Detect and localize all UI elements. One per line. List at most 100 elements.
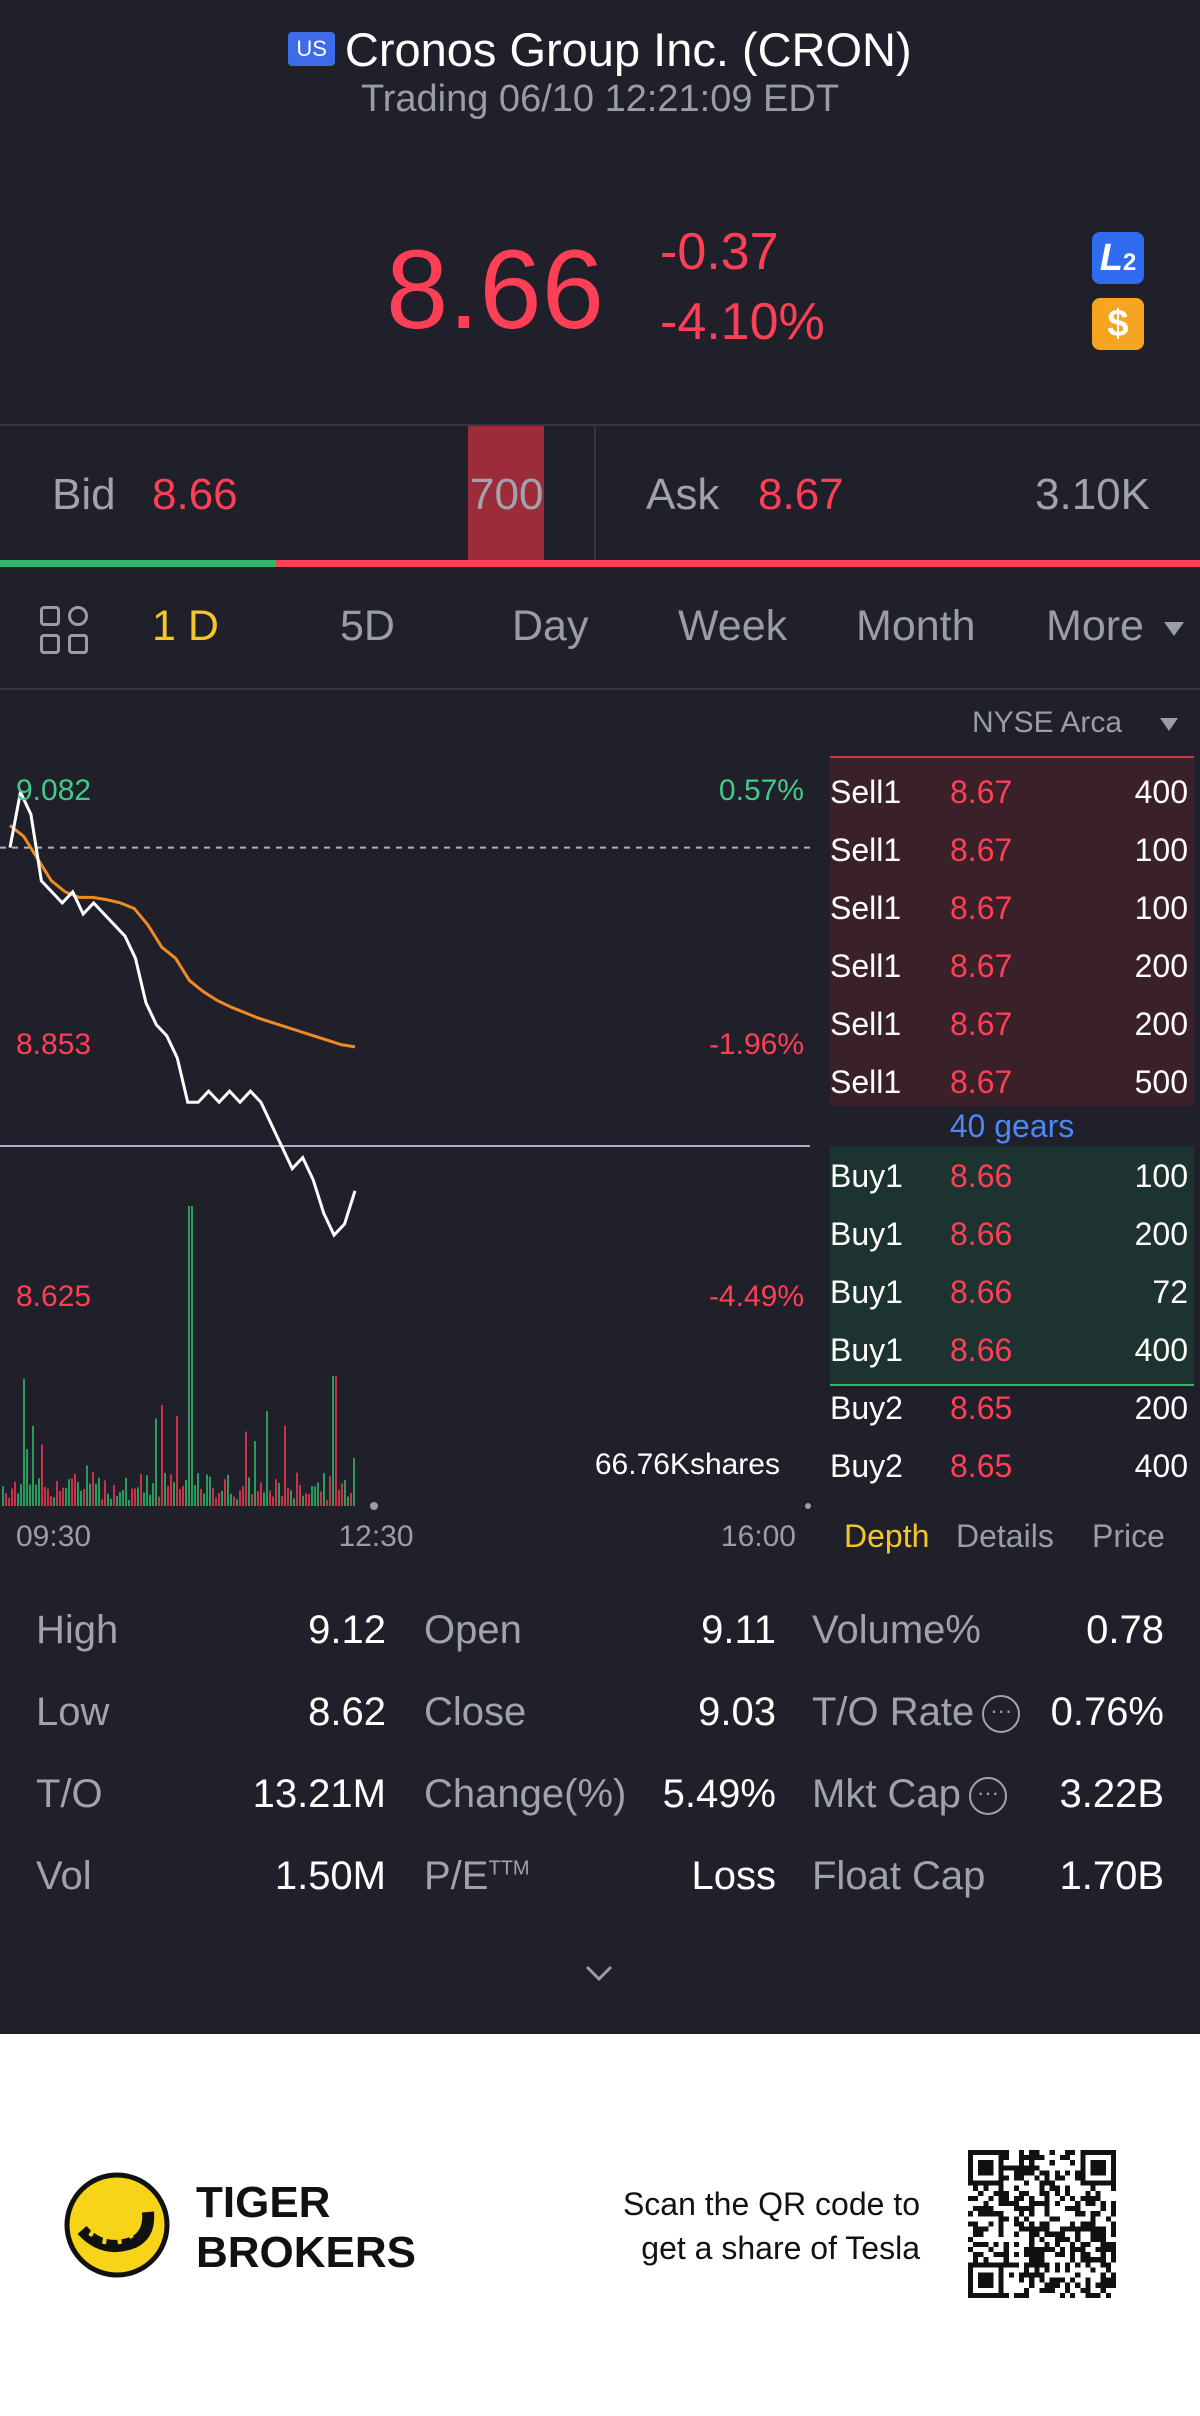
qr-module [1019, 2206, 1025, 2212]
qr-module [978, 2170, 984, 2176]
qr-module [1049, 2216, 1055, 2222]
tab-details[interactable]: Details [956, 1518, 1054, 1554]
qr-module [978, 2241, 984, 2247]
chevron-down-icon[interactable] [1160, 718, 1178, 731]
qr-module [1100, 2287, 1106, 2293]
volume-bar [173, 1482, 175, 1506]
tab-1d[interactable]: 1 D [152, 602, 219, 650]
qr-module [1095, 2150, 1101, 2156]
qr-module [1110, 2221, 1116, 2227]
qr-module [1100, 2160, 1106, 2166]
qr-module [1054, 2241, 1060, 2247]
info-icon[interactable]: ··· [968, 1777, 1007, 1816]
tab-depth[interactable]: Depth [844, 1518, 930, 1554]
stat-value: 9.11 [701, 1608, 776, 1652]
tab-month[interactable]: Month [856, 602, 976, 650]
qr-module [1034, 2231, 1040, 2237]
qr-module [1029, 2252, 1035, 2258]
qr-module [1024, 2292, 1030, 2298]
qr-module [1095, 2195, 1101, 2202]
buy-orders-panel [830, 1146, 1194, 1384]
qr-module [1095, 2257, 1101, 2263]
qr-module [1054, 2252, 1060, 2258]
qr-module [978, 2231, 984, 2237]
qr-module [1029, 2206, 1035, 2212]
sell-order-row: Sell1 8.67 400 [830, 764, 1194, 822]
sell-order-row: Sell1 8.67 100 [830, 880, 1194, 938]
tab-price[interactable]: Price [1092, 1518, 1165, 1554]
qr-module [968, 2262, 974, 2268]
volume-bar [68, 1479, 70, 1506]
qr-module [983, 2292, 989, 2298]
qr-module [983, 2206, 989, 2212]
buy-order-price: 8.65 [950, 1448, 1013, 1484]
qr-module [1095, 2226, 1101, 2232]
ask-ratio-bar [276, 560, 1200, 567]
info-icon[interactable]: ··· [982, 1695, 1021, 1734]
qr-module [1034, 2262, 1040, 2268]
volume-bar [245, 1431, 247, 1506]
qr-module [1085, 2241, 1091, 2247]
y-pct-low: -4.49% [709, 1280, 804, 1313]
qr-module [1090, 2211, 1096, 2217]
level2-icon[interactable]: L2 [1092, 232, 1144, 284]
volume-bar [104, 1480, 106, 1506]
tab-more[interactable]: More [1046, 602, 1144, 650]
qr-module [1095, 2180, 1101, 2186]
dollar-icon[interactable]: $ [1092, 298, 1144, 350]
chevron-down-icon[interactable] [1164, 622, 1184, 636]
qr-module [1085, 2282, 1091, 2288]
qr-module [1070, 2160, 1076, 2166]
qr-module [1090, 2160, 1096, 2166]
stat-label: Float Cap [812, 1854, 985, 1899]
volume-bar [23, 1378, 25, 1506]
stat-label-text: Low [36, 1690, 110, 1734]
qr-module [1095, 2236, 1101, 2242]
qr-module [1064, 2282, 1071, 2288]
qr-module [988, 2211, 994, 2217]
qr-module [1090, 2195, 1096, 2202]
qr-module [1090, 2292, 1096, 2298]
chevron-down-icon[interactable] [584, 1958, 614, 1988]
qr-module [998, 2170, 1004, 2176]
sell-order-side: Sell1 [830, 1006, 902, 1042]
tab-day[interactable]: Day [512, 602, 589, 650]
volume-bar [38, 1478, 40, 1506]
tab-week[interactable]: Week [678, 602, 788, 650]
qr-module [988, 2282, 994, 2288]
grid-icon[interactable] [38, 604, 90, 656]
volume-bar [203, 1493, 205, 1506]
tab-5d[interactable]: 5D [340, 602, 395, 650]
qr-module [998, 2231, 1004, 2237]
average-price-line [9, 824, 356, 1049]
qr-module [1039, 2277, 1045, 2283]
qr-module [1029, 2165, 1035, 2171]
order-book-gears[interactable]: 40 gears [949, 1108, 1075, 1144]
volume-bar [131, 1488, 133, 1506]
stat-label: Change(%) [424, 1772, 626, 1817]
divider [830, 756, 1194, 758]
qr-module [983, 2241, 989, 2247]
exchange-selector[interactable]: NYSE Arca [972, 706, 1123, 739]
qr-module [1070, 2206, 1076, 2212]
qr-module [1019, 2165, 1025, 2171]
qr-module [1064, 2262, 1071, 2268]
qr-module [983, 2150, 989, 2156]
qr-module [1044, 2195, 1050, 2202]
volume-bar [110, 1498, 112, 1506]
qr-module [1008, 2272, 1014, 2278]
bid-ratio-bar [0, 560, 276, 567]
qr-module [998, 2211, 1004, 2217]
qr-module [1090, 2180, 1096, 2186]
qr-module [1044, 2246, 1050, 2253]
qr-module [1100, 2277, 1106, 2283]
qr-module [983, 2272, 989, 2278]
volume-bar [290, 1490, 292, 1506]
intraday-chart[interactable]: 9.082 8.853 8.625 0.57% -1.96% -4.49% 66… [0, 690, 820, 1560]
qr-module [1100, 2150, 1106, 2156]
volume-bar [338, 1489, 340, 1506]
qr-module [968, 2267, 974, 2273]
buy-order-row: Buy1 8.66 200 [830, 1206, 1194, 1264]
qr-module [1064, 2150, 1071, 2156]
qr-module [1054, 2267, 1060, 2273]
